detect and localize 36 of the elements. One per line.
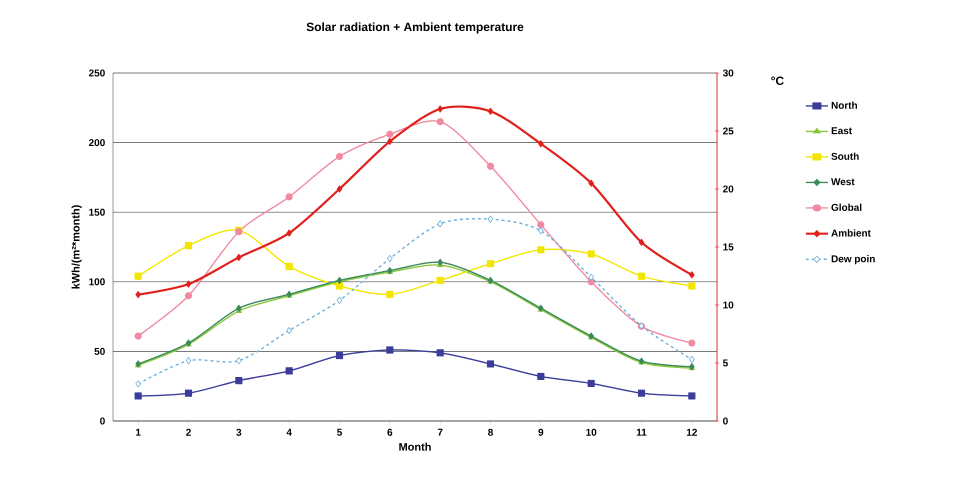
y2-tick-label: 20 — [723, 185, 734, 193]
y-tick-label: 100 — [89, 278, 105, 286]
x-axis-title: Month — [399, 442, 431, 451]
x-tick-label: 7 — [438, 428, 443, 436]
y-tick-label: 250 — [88, 69, 105, 77]
y2-tick-label: 10 — [723, 301, 734, 309]
y2-tick-label: 0 — [723, 417, 728, 425]
y-tick-label: 50 — [94, 348, 105, 355]
chart-title: Solar radiation + Ambient temperature — [306, 22, 524, 34]
y-tick-label: 150 — [89, 208, 105, 216]
legend-label: South — [831, 152, 859, 160]
legend-label: Global — [831, 204, 862, 211]
legend-label: East — [832, 127, 852, 134]
y2-axis-title: °C — [771, 76, 784, 85]
x-tick-label: 8 — [488, 428, 493, 436]
x-tick-label: 12 — [686, 428, 697, 436]
y2-tick-label: 25 — [723, 127, 734, 135]
y2-tick-label: 30 — [722, 69, 734, 77]
x-tick-label: 11 — [636, 428, 646, 436]
x-tick-label: 2 — [186, 428, 191, 436]
y-axis-title: kWh/(m²*month) — [72, 205, 82, 289]
legend-label: West — [831, 178, 855, 186]
x-tick-label: 4 — [286, 428, 292, 436]
y-tick-label: 0 — [100, 417, 105, 425]
x-tick-label: 5 — [337, 428, 342, 436]
x-tick-label: 6 — [387, 428, 392, 436]
legend-label: North — [832, 102, 857, 109]
x-tick-label: 3 — [236, 428, 242, 436]
x-tick-label: 1 — [136, 428, 141, 436]
y2-tick-label: 15 — [723, 244, 734, 250]
y2-tick-label: 5 — [722, 360, 728, 366]
x-tick-label: 10 — [586, 428, 596, 436]
y-tick-label: 200 — [88, 139, 105, 146]
legend-label: Dew poin — [832, 255, 875, 264]
x-tick-label: 9 — [538, 428, 544, 436]
legend-label: Ambient — [831, 229, 871, 237]
